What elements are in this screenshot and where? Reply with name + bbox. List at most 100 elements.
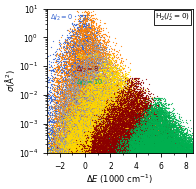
Point — [149, 146, 152, 149]
Point — [113, 95, 116, 98]
Point — [103, 138, 106, 141]
Point — [114, 115, 117, 118]
Point — [110, 89, 113, 92]
Point — [89, 144, 92, 147]
Point — [162, 105, 165, 108]
Point — [83, 131, 86, 134]
Point — [69, 127, 73, 130]
Point — [108, 108, 112, 111]
Point — [183, 151, 186, 154]
Point — [57, 78, 60, 81]
Point — [108, 86, 111, 89]
Point — [81, 143, 84, 146]
Point — [155, 144, 158, 147]
Point — [93, 106, 96, 109]
Point — [102, 144, 105, 147]
Point — [91, 128, 94, 131]
Point — [82, 43, 85, 46]
Point — [96, 116, 99, 119]
Point — [74, 36, 78, 39]
Point — [151, 147, 154, 150]
Point — [113, 88, 117, 91]
Point — [109, 107, 113, 110]
Point — [97, 127, 100, 130]
Point — [60, 141, 63, 144]
Point — [68, 142, 71, 145]
Point — [92, 35, 95, 38]
Point — [91, 147, 94, 150]
Point — [97, 57, 100, 60]
Point — [102, 108, 105, 111]
Point — [165, 135, 168, 138]
Point — [77, 77, 80, 81]
Point — [94, 146, 98, 149]
Point — [80, 151, 83, 154]
Point — [142, 151, 145, 154]
Point — [110, 148, 113, 151]
Point — [94, 66, 97, 69]
Point — [90, 110, 93, 113]
Point — [96, 134, 99, 137]
Point — [84, 141, 87, 144]
Point — [109, 149, 112, 152]
Point — [101, 146, 104, 149]
Point — [55, 151, 58, 154]
Point — [78, 143, 81, 146]
Point — [143, 149, 147, 152]
Point — [82, 106, 85, 109]
Point — [119, 151, 122, 154]
Point — [162, 122, 165, 125]
Point — [181, 144, 184, 147]
Point — [135, 142, 139, 145]
Point — [147, 126, 150, 129]
Point — [121, 145, 124, 148]
Point — [159, 114, 162, 117]
Point — [121, 142, 124, 145]
Point — [60, 122, 63, 125]
Point — [111, 77, 114, 80]
Point — [95, 149, 98, 152]
Point — [82, 65, 85, 68]
Point — [57, 151, 60, 154]
Point — [130, 145, 133, 148]
Point — [89, 101, 92, 104]
Point — [91, 57, 94, 60]
Point — [74, 115, 77, 118]
Point — [59, 109, 62, 112]
Point — [111, 139, 114, 142]
Point — [175, 136, 178, 139]
Point — [150, 132, 153, 135]
Point — [131, 129, 134, 132]
Point — [77, 143, 80, 146]
Point — [178, 140, 181, 143]
Point — [93, 147, 96, 150]
Point — [90, 78, 93, 81]
Point — [136, 151, 139, 154]
Point — [99, 142, 102, 145]
Point — [118, 151, 121, 154]
Point — [111, 106, 114, 109]
Point — [107, 151, 110, 154]
Point — [74, 145, 77, 148]
Point — [116, 91, 120, 94]
Point — [94, 141, 97, 144]
Point — [84, 148, 87, 151]
Point — [102, 57, 105, 60]
Point — [57, 127, 60, 130]
Point — [69, 146, 72, 149]
Point — [75, 132, 78, 135]
Point — [74, 128, 77, 131]
Point — [106, 132, 109, 135]
Point — [68, 104, 71, 107]
Point — [158, 151, 161, 154]
Point — [84, 59, 87, 62]
Point — [99, 145, 102, 148]
Point — [152, 146, 155, 149]
Point — [176, 136, 179, 139]
Point — [110, 132, 113, 135]
Point — [94, 151, 97, 154]
Point — [153, 151, 156, 154]
Point — [68, 147, 72, 150]
Point — [141, 137, 144, 140]
Point — [73, 151, 76, 154]
